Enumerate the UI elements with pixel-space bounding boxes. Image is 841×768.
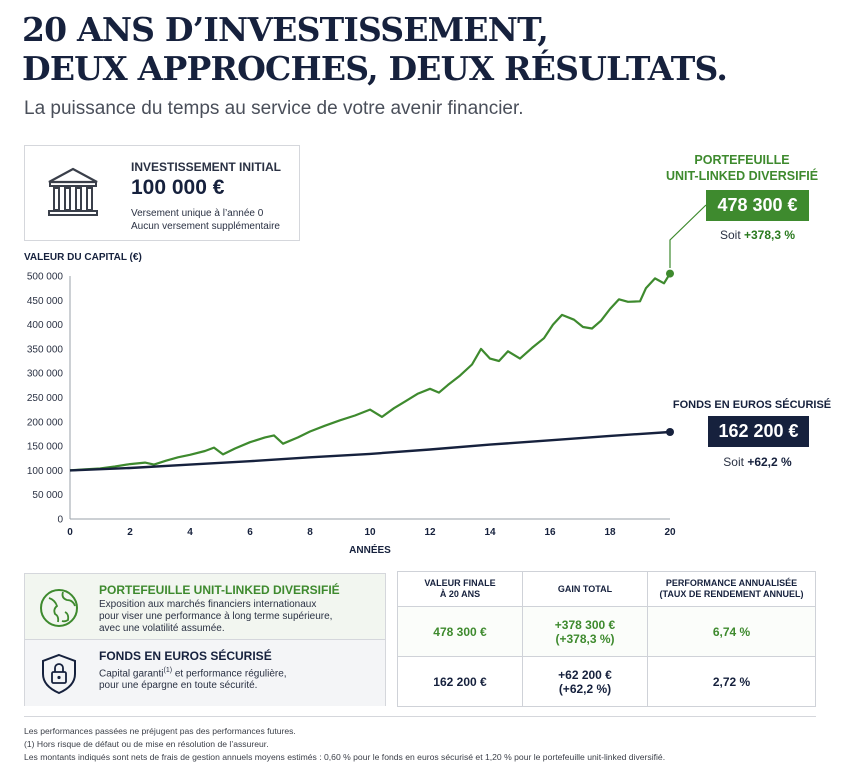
initial-investment-note-1: Versement unique à l’année 0 <box>131 208 264 219</box>
y-tick-label: 500 000 <box>27 272 64 283</box>
cell-unit-linked-gain-amount: +378 300 € <box>554 617 616 632</box>
x-tick-label: 6 <box>247 527 253 538</box>
x-tick-label: 18 <box>604 527 616 538</box>
footnote-1: Les performances passées ne préjugent pa… <box>24 726 296 736</box>
header-total-gain: GAIN TOTAL <box>522 571 648 607</box>
page-subtitle: La puissance du temps au service de votr… <box>24 98 524 119</box>
cell-unit-linked-gain: +378 300 € (+378,3 %) <box>522 606 648 657</box>
unit-linked-callout-title-2: UNIT-LINKED DIVERSIFIÉ <box>665 169 819 183</box>
header-final-value-1: VALEUR FINALE <box>424 578 496 588</box>
legend-unit-linked-desc-2: pour viser une performance à long terme … <box>99 611 333 622</box>
cell-unit-linked-gain-pct: (+378,3 %) <box>555 631 615 646</box>
header-final-value: VALEUR FINALE À 20 ANS <box>397 571 523 607</box>
legend-unit-linked-name: PORTEFEUILLE UNIT-LINKED DIVERSIFIÉ <box>99 583 340 597</box>
legend-unit-linked-desc-1: Exposition aux marchés financiers intern… <box>99 599 317 610</box>
y-tick-label: 150 000 <box>27 442 64 453</box>
unit-linked-callout-title: PORTEFEUILLE UNIT-LINKED DIVERSIFIÉ <box>652 152 832 184</box>
y-tick-label: 0 <box>57 515 63 526</box>
results-table-header: VALEUR FINALE À 20 ANS GAIN TOTAL PERFORM… <box>397 571 816 607</box>
cell-euro-fund-gain-amount: +62 200 € <box>558 667 612 682</box>
euro-fund-gain-prefix: Soit <box>723 455 748 469</box>
y-tick-label: 200 000 <box>27 417 64 428</box>
x-tick-label: 12 <box>424 527 436 538</box>
table-row-euro-fund: 162 200 € +62 200 € (+62,2 %) 2,72 % <box>397 656 816 707</box>
title-line-1: 20 ANS D’INVESTISSEMENT, <box>22 10 549 49</box>
cell-euro-fund-gain-pct: (+62,2 %) <box>558 681 612 696</box>
bank-icon <box>48 167 98 216</box>
globe-icon <box>40 589 78 627</box>
y-tick-label: 100 000 <box>27 466 64 477</box>
euro-fund-series-line <box>69 430 671 472</box>
euro-fund-end-point <box>666 428 674 437</box>
y-tick-label: 350 000 <box>27 344 64 355</box>
x-tick-label: 8 <box>307 527 313 538</box>
cell-unit-linked-annualized: 6,74 % <box>647 606 816 657</box>
initial-investment-box: INVESTISSEMENT INITIAL 100 000 € Verseme… <box>24 145 300 241</box>
unit-linked-gain: Soit +378,3 % <box>700 228 815 242</box>
header-annualized-2: (TAUX DE RENDEMENT ANNUEL) <box>659 589 804 599</box>
legend-box: PORTEFEUILLE UNIT-LINKED DIVERSIFIÉ Expo… <box>24 573 386 706</box>
title-line-2: DEUX APPROCHES, DEUX RÉSULTATS. <box>22 49 728 88</box>
shield-lock-icon <box>42 653 76 695</box>
unit-linked-callout-title-1: PORTEFEUILLE <box>694 153 790 167</box>
unit-linked-series-line <box>69 273 671 472</box>
header-annualized-performance: PERFORMANCE ANNUALISÉE (TAUX DE RENDEMENT… <box>647 571 816 607</box>
y-tick-label: 250 000 <box>27 393 64 404</box>
legend-euro-fund-desc-1: Capital garanti(1) et performance réguli… <box>99 665 379 680</box>
legend-euro-fund-footnote-ref: (1) <box>163 667 173 674</box>
y-tick-label: 400 000 <box>27 320 64 331</box>
header-annualized-1: PERFORMANCE ANNUALISÉE <box>665 578 798 588</box>
legend-euro-fund-name: FONDS EN EUROS SÉCURISÉ <box>99 649 272 663</box>
unit-linked-end-point <box>666 269 674 278</box>
x-tick-label: 10 <box>364 527 376 538</box>
cell-euro-fund-annualized: 2,72 % <box>647 656 816 707</box>
cell-euro-fund-final: 162 200 € <box>397 656 523 707</box>
initial-investment-value: 100 000 € <box>131 176 225 199</box>
unit-linked-gain-value: +378,3 % <box>743 228 796 242</box>
euro-fund-final-value-badge: 162 200 € <box>708 416 809 447</box>
euro-fund-gain: Soit +62,2 % <box>700 455 815 469</box>
page-title: 20 ANS D’INVESTISSEMENT, DEUX APPROCHES,… <box>22 10 822 88</box>
x-tick-label: 20 <box>664 527 676 538</box>
footnote-2: (1) Hors risque de défaut ou de mise en … <box>24 739 269 749</box>
euro-fund-callout-title: FONDS EN EUROS SÉCURISÉ <box>672 399 832 411</box>
x-tick-label: 0 <box>67 527 73 538</box>
y-axis-label: VALEUR DU CAPITAL (€) <box>24 252 142 263</box>
legend-unit-linked-description: Exposition aux marchés financiers intern… <box>99 599 379 635</box>
footer-divider <box>24 716 816 717</box>
table-row-unit-linked: 478 300 € +378 300 € (+378,3 %) 6,74 % <box>397 606 816 657</box>
legend-euro-fund-desc-1b: et performance régulière, <box>172 668 287 680</box>
header-final-value-2: À 20 ANS <box>439 589 481 599</box>
legend-row-unit-linked: PORTEFEUILLE UNIT-LINKED DIVERSIFIÉ Expo… <box>25 574 385 640</box>
cell-unit-linked-final: 478 300 € <box>397 606 523 657</box>
x-axis-label: ANNÉES <box>349 543 391 556</box>
unit-linked-final-value-badge: 478 300 € <box>706 190 809 221</box>
x-tick-label: 4 <box>187 527 193 538</box>
initial-investment-label: INVESTISSEMENT INITIAL <box>131 160 282 174</box>
cell-euro-fund-gain: +62 200 € (+62,2 %) <box>522 656 648 707</box>
x-tick-label: 2 <box>127 527 133 538</box>
y-tick-label: 300 000 <box>27 369 64 380</box>
x-tick-label: 14 <box>484 527 496 538</box>
legend-unit-linked-desc-3: avec une volatilité assumée. <box>99 623 225 634</box>
euro-fund-gain-value: +62,2 % <box>747 455 792 469</box>
y-tick-label: 450 000 <box>27 296 64 307</box>
initial-investment-note-2: Aucun versement supplémentaire <box>131 221 280 232</box>
legend-row-euro-fund: FONDS EN EUROS SÉCURISÉ Capital garanti(… <box>25 640 385 706</box>
legend-euro-fund-desc-2: pour une épargne en toute sécurité. <box>99 680 258 692</box>
capital-chart: VALEUR DU CAPITAL (€) ANNÉES 0 50 000 100 … <box>24 204 707 556</box>
x-tick-label: 16 <box>544 527 556 538</box>
y-tick-label: 50 000 <box>32 490 63 501</box>
unit-linked-callout-leader <box>669 204 707 268</box>
legend-euro-fund-description: Capital garanti(1) et performance réguli… <box>99 665 379 692</box>
footnote-3: Les montants indiqués sont nets de frais… <box>24 752 666 762</box>
unit-linked-gain-prefix: Soit <box>719 228 744 242</box>
legend-euro-fund-desc-1a: Capital garanti <box>99 668 164 680</box>
results-table: VALEUR FINALE À 20 ANS GAIN TOTAL PERFORM… <box>397 571 816 707</box>
